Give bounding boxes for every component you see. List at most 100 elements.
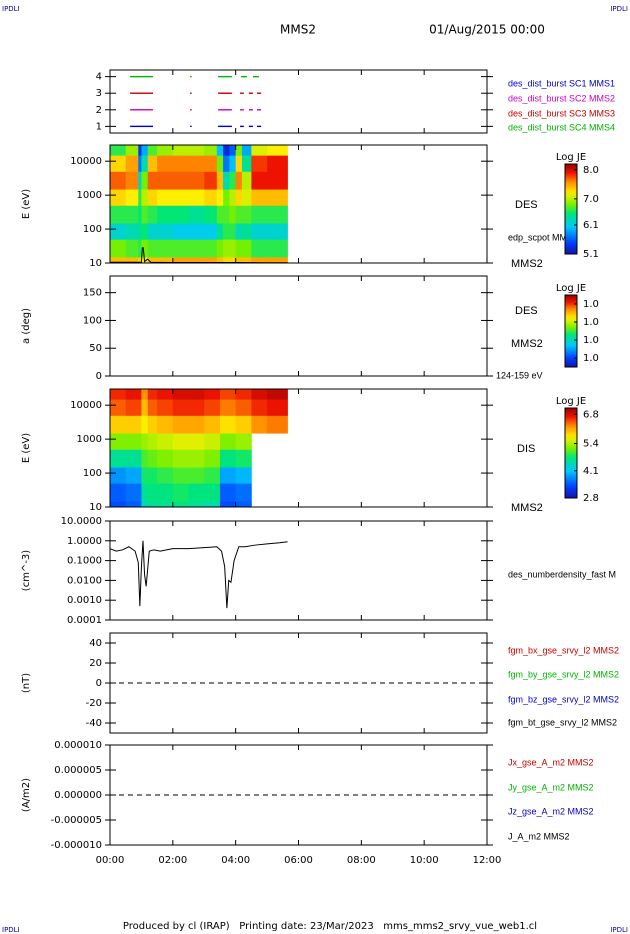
spectrogram-cell (229, 257, 237, 264)
spectrogram-cell (157, 449, 174, 468)
spectrogram-cell (251, 145, 268, 156)
spectrogram-cell (110, 257, 127, 264)
corner-tag: IPDLI (2, 926, 20, 934)
colorbar-tick-label: 5.1 (583, 249, 599, 260)
spectrogram-cell (188, 399, 205, 416)
spectrogram-cell (110, 239, 127, 258)
spectrogram-cell (141, 171, 149, 190)
spectrogram-cell (110, 145, 127, 156)
burst-segment (130, 109, 154, 111)
colorbar-tick-label: 8.0 (583, 165, 599, 176)
y-tick-label: 0.0001 (67, 615, 102, 626)
spectrogram-cell (204, 223, 218, 240)
spectrogram-cell (138, 239, 142, 258)
burst-segment (218, 92, 232, 94)
burst-segment (190, 125, 192, 128)
spectrogram-cell (216, 145, 224, 156)
burst-segment (257, 125, 262, 128)
y-tick-label: 100 (83, 315, 102, 326)
spectrogram-cell (147, 257, 158, 264)
colorbar (564, 294, 578, 368)
y-tick-label: 0.1000 (67, 556, 102, 567)
y-tick-label: 10000 (70, 400, 102, 411)
burst-segment (218, 75, 232, 78)
burst-segment (130, 92, 154, 94)
y-tick-label: 0.000005 (54, 765, 102, 776)
spectrogram-cell (235, 501, 252, 508)
colorbar-tick-label: 4.1 (583, 466, 599, 477)
spectrogram-cell (125, 257, 139, 264)
spectrogram-cell (204, 189, 218, 206)
panel: 1 2 3 4 des_dist_burst SC1 MMS1 des_dist_burs… (96, 69, 615, 134)
spectrogram-cell (125, 389, 142, 400)
spectrogram-cell (204, 449, 221, 468)
spectrogram-cell (267, 239, 288, 258)
spectrogram-cell (125, 223, 139, 240)
spectrogram-cell (219, 389, 237, 400)
burst-segment (248, 109, 253, 111)
spectrogram-cell (157, 399, 174, 416)
spectrogram-cell (223, 223, 230, 240)
spectrogram-cell (125, 189, 139, 206)
spectrogram-cell (147, 171, 158, 190)
y-tick-label: 0.0010 (67, 595, 102, 606)
burst-segment (130, 75, 154, 78)
spectrogram-cell (267, 205, 288, 224)
spectrogram-cell (223, 239, 230, 258)
spectrogram-cell (223, 205, 230, 224)
y-tick-label: 50 (89, 343, 102, 354)
spectrogram-cell (141, 389, 149, 400)
spectrogram-cell (110, 189, 127, 206)
spectrogram-cell (223, 155, 230, 172)
x-tick-label: 08:00 (347, 855, 376, 866)
spectrogram-cell (147, 223, 158, 240)
spectrogram-cell (110, 483, 127, 502)
spectrogram-cell (219, 415, 237, 434)
spectrogram-cell (147, 145, 158, 156)
spectrogram-cell (223, 257, 230, 264)
spectrogram-cell (125, 483, 142, 502)
annotation: MMS2 (511, 502, 543, 514)
y-tick-label: 1.0000 (67, 536, 102, 547)
spectrogram-cell (251, 399, 268, 416)
spectrogram-cell (188, 171, 205, 190)
spectrogram-cell (235, 189, 243, 206)
spectrogram-cell (223, 171, 230, 190)
spectrogram-cell (219, 449, 237, 468)
spectrogram-cell (204, 205, 218, 224)
legend-label: Jz_gse_A_m2 MMS2 (508, 806, 594, 816)
y-tick-label: 1000 (77, 434, 102, 445)
spectrogram-cell (141, 415, 149, 434)
annotation: MMS2 (511, 338, 543, 350)
spectrogram-cell (188, 501, 205, 508)
spectrogram-cell (157, 467, 174, 484)
spectrogram-cell (204, 257, 218, 264)
spectrogram-cell (147, 189, 158, 206)
y-tick-label: 100 (83, 468, 102, 479)
spectrogram-cell (204, 483, 221, 502)
spectrogram-cell (147, 205, 158, 224)
spectrogram-cell (235, 205, 243, 224)
spectrogram-cell (235, 449, 252, 468)
y-tick-label: 3 (96, 88, 102, 99)
spectrogram-cell (138, 223, 142, 240)
y-tick-label: 4 (96, 72, 102, 83)
burst-segment (240, 125, 244, 128)
spectrogram-cell (141, 467, 149, 484)
spectrogram-cell (219, 483, 237, 502)
spectrogram-cell (110, 433, 127, 450)
x-tick-label: 12:00 (473, 855, 502, 866)
panel: 40 20 0 -20 -40 (nT) fgm_bx_gse_srvy_l2 MMS2 fg… (21, 632, 619, 734)
spectrogram-cell (141, 145, 149, 156)
spectrogram-cell (147, 483, 158, 502)
spectrogram-cell (219, 433, 237, 450)
spectrogram-cell (157, 155, 174, 172)
colorbar-tick-label: 6.8 (583, 409, 599, 420)
legend-label: Jy_gse_A_m2 MMS2 (508, 782, 594, 792)
spectrogram-cell (229, 223, 237, 240)
spectrogram-cell (235, 257, 243, 264)
spectrogram-cell (157, 189, 174, 206)
spectrogram-cell (267, 155, 288, 172)
x-tick-label: 02:00 (158, 855, 187, 866)
